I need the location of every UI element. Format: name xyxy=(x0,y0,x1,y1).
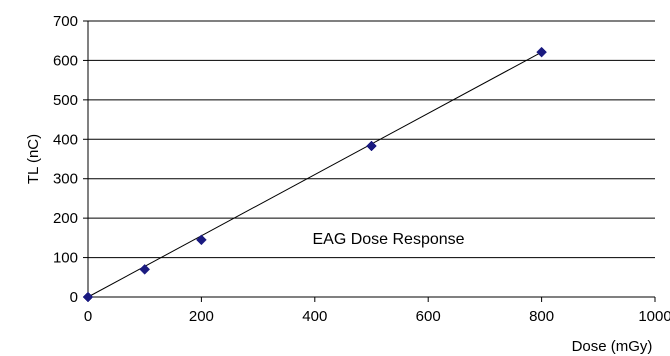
tick-labels: 0 100 200 300 400 500 600 700 0 200 400 600 800 1000 xyxy=(53,13,670,325)
gridlines xyxy=(88,20,655,259)
x-tick-label: 800 xyxy=(529,308,554,325)
axes xyxy=(83,20,656,302)
y-tick-label: 400 xyxy=(53,131,78,148)
data-points xyxy=(82,46,547,303)
data-point xyxy=(366,140,377,152)
x-axis-label: Dose (mGy) xyxy=(572,338,653,355)
x-tick-label: 200 xyxy=(189,308,214,325)
data-point xyxy=(82,291,94,303)
data-point xyxy=(196,234,207,246)
trendline xyxy=(87,51,542,298)
data-point xyxy=(139,264,151,275)
y-tick-label: 100 xyxy=(53,250,78,267)
y-tick-label: 700 xyxy=(53,13,78,30)
chart-annotation: EAG Dose Response xyxy=(312,231,464,248)
y-tick-label: 0 xyxy=(70,289,78,306)
y-tick-label: 200 xyxy=(53,210,78,227)
x-tick-label: 1000 xyxy=(638,308,670,325)
x-tick-label: 0 xyxy=(84,308,92,325)
data-point xyxy=(536,46,547,58)
x-tick-label: 600 xyxy=(416,308,441,325)
y-axis-label: TL (nC) xyxy=(25,134,42,184)
y-tick-label: 600 xyxy=(53,52,78,69)
x-tick-label: 400 xyxy=(302,308,327,325)
y-tick-label: 300 xyxy=(53,171,78,188)
y-tick-label: 500 xyxy=(53,92,78,109)
